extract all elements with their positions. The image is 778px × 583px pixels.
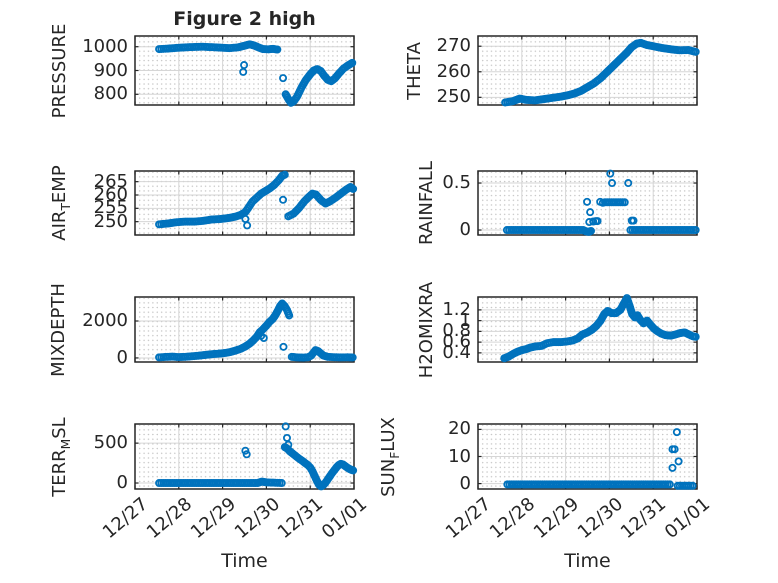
axes-frame: [477, 296, 698, 363]
y-tick-label: 1.2: [442, 298, 471, 320]
x-tick-label: 12/29: [186, 493, 240, 543]
y-tick-label: 500: [93, 432, 128, 454]
y-axis-label-theta: THETA: [404, 41, 425, 100]
y-axis-label-subscript: T: [58, 203, 73, 211]
series-markers: [500, 294, 700, 363]
y-tick-label: 255: [93, 197, 128, 219]
y-tick-label: 265: [93, 170, 128, 192]
series-markers: [155, 170, 358, 230]
y-axis-label-subscript: F: [387, 451, 402, 459]
y-tick-label: 0: [116, 346, 128, 368]
y-tick-label: 0.6: [442, 331, 471, 353]
plot-area-air-temp: [134, 170, 358, 236]
axis-ticks: [134, 171, 355, 235]
x-tick-label: 12/28: [142, 493, 197, 543]
y-tick-label: 260: [93, 184, 128, 205]
x-tick-label: 12/31: [617, 493, 671, 543]
y-tick-label: 250: [93, 210, 128, 232]
x-tick-label: 01/01: [317, 493, 372, 543]
y-tick-label: 270: [436, 35, 471, 57]
axis-ticks: [134, 424, 355, 489]
series-markers: [155, 299, 357, 362]
axes-frame: [134, 170, 355, 236]
plot-area-terr-msl: [134, 422, 358, 491]
y-axis-label-terr-msl: TERRMSL: [49, 416, 73, 497]
y-tick-label: 900: [93, 59, 128, 81]
series-markers: [501, 38, 700, 107]
plot-area-pressure: [134, 35, 357, 107]
x-tick-label: 12/30: [230, 493, 284, 543]
y-axis-label-pressure: PRESSURE: [49, 23, 70, 118]
series-markers: [502, 169, 700, 236]
axes-frame: [477, 35, 698, 106]
y-axis-label-h2omixra: H2OMIXRA: [416, 281, 437, 378]
y-axis-label-rainfall: RAINFALL: [416, 161, 437, 245]
y-axis-label-mixdepth: MIXDEPTH: [48, 282, 69, 377]
x-tick-label: 12/27: [441, 493, 496, 543]
x-tick-label: 12/31: [274, 493, 328, 543]
figure-title: Figure 2 high: [173, 8, 316, 30]
y-tick-label: 0: [459, 219, 471, 241]
y-tick-label: 1: [459, 309, 471, 331]
plot-area-mixdepth: [134, 296, 357, 363]
y-tick-label: 800: [93, 83, 128, 105]
x-tick-label: 01/01: [660, 493, 715, 543]
major-gridlines: [478, 424, 697, 489]
y-tick-label: 0.4: [442, 341, 471, 363]
axes-frame: [134, 296, 355, 363]
plot-area-theta: [477, 35, 700, 107]
y-tick-label: 1000: [82, 35, 128, 57]
y-tick-label: 10: [448, 445, 471, 467]
y-tick-label: 260: [436, 60, 471, 82]
x-axis-label-left: Time: [221, 550, 268, 572]
y-tick-label: 2000: [82, 310, 128, 331]
y-tick-label: 20: [448, 418, 471, 440]
plot-area-sun-flux: [477, 423, 698, 490]
x-tick-label: 12/27: [98, 493, 153, 543]
plot-area-h2omixra: [477, 294, 700, 363]
axis-ticks: [477, 36, 698, 105]
y-axis-label-air-temp: AIRTEMP: [49, 165, 73, 241]
y-axis-label-subscript: M: [58, 438, 73, 449]
series-markers: [503, 428, 697, 490]
axis-ticks: [477, 297, 698, 362]
y-tick-label: 0: [116, 472, 128, 494]
y-tick-label: 0.8: [442, 320, 471, 342]
series-markers: [155, 40, 357, 107]
axes-frame: [134, 423, 355, 490]
x-tick-label: 12/30: [573, 493, 627, 543]
y-axis-label-sun-flux: SUNFLUX: [378, 416, 402, 497]
y-tick-label: 0.5: [442, 172, 471, 194]
series-markers: [155, 422, 358, 491]
axis-ticks: [134, 36, 355, 105]
x-tick-label: 12/28: [485, 493, 540, 543]
x-tick-label: 12/29: [529, 493, 583, 543]
plot-area-rainfall: [477, 169, 700, 236]
x-axis-label-right: Time: [564, 550, 611, 572]
y-tick-label: 250: [436, 86, 471, 108]
y-tick-label: 0: [459, 472, 471, 494]
